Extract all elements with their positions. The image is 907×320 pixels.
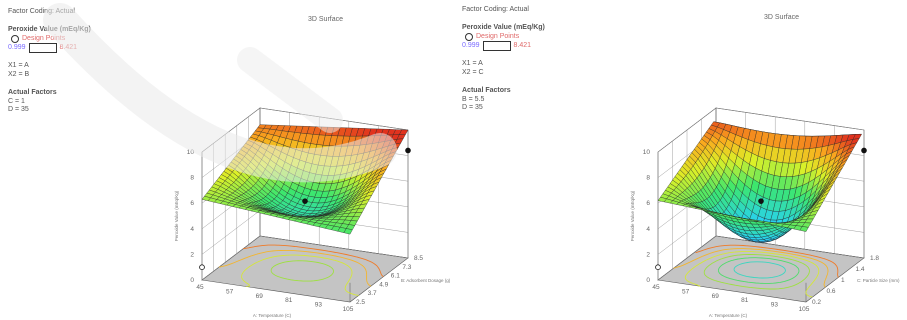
z-tick-label: 6 [646, 200, 650, 207]
x-tick-label: 45 [652, 284, 660, 291]
x-tick-label: 93 [315, 302, 323, 309]
actual-factor: B = 5.5 [462, 95, 485, 103]
y-axis-title: B: Adsorbent Dosage (g) [401, 278, 451, 283]
response-surface [201, 124, 409, 235]
plot-title: 3D Surface [764, 14, 800, 21]
floor-contour [717, 257, 800, 284]
x-tick-label: 81 [285, 297, 293, 304]
y-tick-label: 0.2 [812, 299, 821, 306]
floor-contour [684, 251, 820, 298]
x-tick-label: 57 [226, 288, 234, 295]
z-tick-label: 10 [643, 149, 651, 156]
x-axis-title: A: Temperature (C) [253, 313, 292, 318]
design-point [655, 264, 661, 271]
x2-label: X2 = C [462, 69, 484, 76]
x-tick-label: 105 [799, 306, 810, 313]
x-tick-label: 69 [712, 293, 720, 300]
actual-factor: D = 35 [8, 106, 29, 114]
x-tick-label: 81 [741, 297, 749, 304]
actual-factor: D = 35 [462, 104, 483, 112]
design-point [861, 147, 867, 154]
z-tick-label: 2 [190, 251, 194, 258]
y-tick-label: 1 [841, 277, 845, 284]
factor-coding: Factor Coding: Actual [8, 8, 75, 15]
info-block: Factor Coding: Actual Peroxide Value (mE… [462, 6, 612, 113]
panel-left: Factor Coding: Actual Peroxide Value (mE… [0, 0, 453, 320]
z-tick-label: 4 [646, 226, 650, 233]
z-tick-label: 8 [190, 175, 194, 182]
y-tick-label: 1.4 [856, 266, 865, 273]
response-surface [657, 121, 862, 243]
actual-factors-title: Actual Factors [462, 86, 511, 94]
floor-contour [695, 244, 839, 278]
x-tick-label: 57 [682, 288, 690, 295]
floor-contour [243, 244, 384, 278]
range-bar [482, 41, 511, 52]
design-points-legend: Design Points [465, 33, 612, 42]
design-points-label: Design Points [476, 32, 520, 40]
x-axis-title: A: Temperature (C) [709, 313, 748, 318]
range-low: 0.999 [8, 43, 26, 51]
range-low: 0.999 [462, 41, 480, 49]
actual-factor: C = 1 [8, 97, 25, 105]
y-tick-label: 1.8 [870, 255, 879, 262]
design-point [302, 198, 308, 204]
floor-contour [733, 261, 786, 279]
design-point [199, 264, 205, 271]
response-title: Peroxide Value (mEq/Kg) [462, 23, 545, 31]
z-tick-label: 0 [646, 277, 650, 284]
design-point [405, 147, 411, 154]
design-point-icon [465, 32, 473, 41]
floor-contour [241, 254, 359, 296]
panel-right: Factor Coding: Actual Peroxide Value (mE… [454, 0, 907, 320]
z-tick-label: 6 [190, 200, 194, 207]
range-high: 8.421 [513, 41, 532, 49]
x-tick-label: 105 [343, 306, 354, 313]
y-tick-label: 2.5 [356, 299, 365, 306]
x2-label: X2 = B [8, 71, 30, 78]
y-axis-title: C: Particle Size (mm) [857, 278, 900, 283]
design-point [758, 198, 764, 204]
floor-contour [270, 260, 334, 282]
factor-coding: Factor Coding: Actual [462, 6, 529, 13]
z-axis-title: Peroxide Value (mEq/Kg) [630, 190, 635, 241]
y-tick-label: 6.1 [391, 273, 400, 280]
color-range: 0.999 8.421 [462, 41, 612, 52]
floor-contour [703, 254, 810, 290]
x1-label: X1 = A [8, 62, 29, 70]
x-tick-label: 45 [196, 284, 204, 291]
x-tick-label: 93 [771, 302, 779, 309]
z-axis-title: Peroxide Value (mEq/Kg) [174, 190, 179, 241]
y-tick-label: 0.6 [827, 288, 836, 295]
z-tick-label: 10 [187, 149, 195, 156]
floor-contour [218, 249, 372, 287]
y-tick-label: 8.5 [414, 255, 423, 262]
z-tick-label: 2 [646, 251, 650, 258]
surface-cell [343, 228, 353, 235]
z-tick-label: 4 [190, 226, 194, 233]
surface-cell [799, 226, 809, 232]
y-tick-label: 4.9 [379, 281, 388, 288]
z-tick-label: 0 [190, 277, 194, 284]
z-tick-label: 8 [646, 175, 650, 182]
y-tick-label: 3.7 [368, 290, 377, 297]
x1-label: X1 = A [462, 60, 483, 68]
design-point-icon [11, 34, 19, 43]
x-tick-label: 69 [256, 293, 264, 300]
actual-factors-title: Actual Factors [8, 88, 57, 96]
y-tick-label: 7.3 [402, 264, 411, 271]
floor-contour [673, 248, 829, 288]
